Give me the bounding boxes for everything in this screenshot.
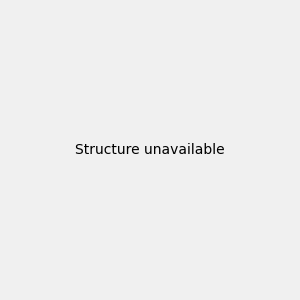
Text: Structure unavailable: Structure unavailable: [75, 143, 225, 157]
